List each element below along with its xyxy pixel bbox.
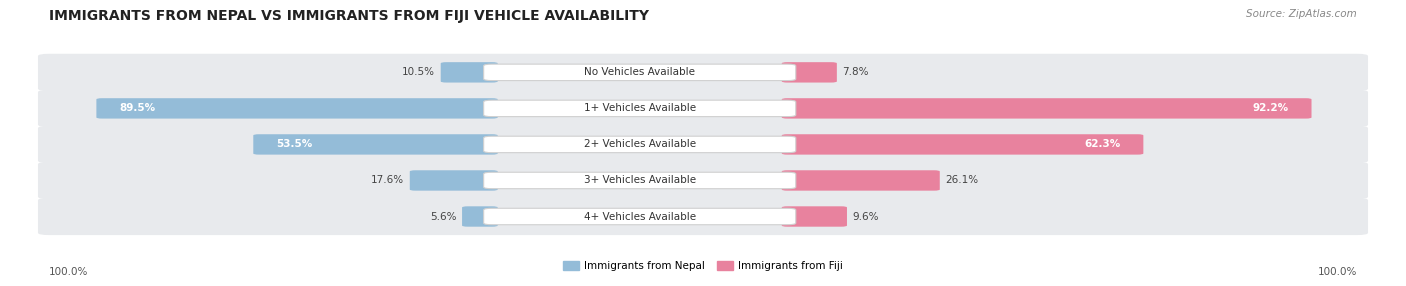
FancyBboxPatch shape bbox=[440, 62, 498, 83]
Text: No Vehicles Available: No Vehicles Available bbox=[585, 67, 695, 77]
Text: 2+ Vehicles Available: 2+ Vehicles Available bbox=[583, 140, 696, 149]
FancyBboxPatch shape bbox=[484, 64, 796, 81]
FancyBboxPatch shape bbox=[484, 100, 796, 117]
Text: 62.3%: 62.3% bbox=[1084, 140, 1121, 149]
FancyBboxPatch shape bbox=[484, 208, 796, 225]
Text: 10.5%: 10.5% bbox=[402, 67, 434, 77]
FancyBboxPatch shape bbox=[38, 198, 1368, 235]
FancyBboxPatch shape bbox=[253, 134, 498, 155]
FancyBboxPatch shape bbox=[782, 98, 1312, 119]
Text: 89.5%: 89.5% bbox=[120, 104, 155, 113]
Text: 53.5%: 53.5% bbox=[276, 140, 312, 149]
Text: 1+ Vehicles Available: 1+ Vehicles Available bbox=[583, 104, 696, 113]
FancyBboxPatch shape bbox=[484, 172, 796, 189]
FancyBboxPatch shape bbox=[782, 62, 837, 83]
FancyBboxPatch shape bbox=[38, 162, 1368, 199]
FancyBboxPatch shape bbox=[782, 170, 939, 191]
Text: 26.1%: 26.1% bbox=[945, 176, 979, 185]
Text: 100.0%: 100.0% bbox=[49, 267, 89, 277]
Legend: Immigrants from Nepal, Immigrants from Fiji: Immigrants from Nepal, Immigrants from F… bbox=[558, 257, 848, 275]
FancyBboxPatch shape bbox=[97, 98, 498, 119]
Text: 5.6%: 5.6% bbox=[430, 212, 457, 221]
FancyBboxPatch shape bbox=[782, 134, 1143, 155]
Text: Source: ZipAtlas.com: Source: ZipAtlas.com bbox=[1246, 9, 1357, 19]
FancyBboxPatch shape bbox=[38, 126, 1368, 163]
Text: IMMIGRANTS FROM NEPAL VS IMMIGRANTS FROM FIJI VEHICLE AVAILABILITY: IMMIGRANTS FROM NEPAL VS IMMIGRANTS FROM… bbox=[49, 9, 650, 23]
Text: 100.0%: 100.0% bbox=[1317, 267, 1357, 277]
Text: 4+ Vehicles Available: 4+ Vehicles Available bbox=[583, 212, 696, 221]
Text: 92.2%: 92.2% bbox=[1253, 104, 1289, 113]
FancyBboxPatch shape bbox=[409, 170, 498, 191]
Text: 17.6%: 17.6% bbox=[371, 176, 404, 185]
Text: 3+ Vehicles Available: 3+ Vehicles Available bbox=[583, 176, 696, 185]
FancyBboxPatch shape bbox=[38, 54, 1368, 91]
FancyBboxPatch shape bbox=[463, 206, 498, 227]
FancyBboxPatch shape bbox=[38, 90, 1368, 127]
Text: 9.6%: 9.6% bbox=[852, 212, 879, 221]
Text: 7.8%: 7.8% bbox=[842, 67, 869, 77]
FancyBboxPatch shape bbox=[484, 136, 796, 153]
FancyBboxPatch shape bbox=[782, 206, 846, 227]
